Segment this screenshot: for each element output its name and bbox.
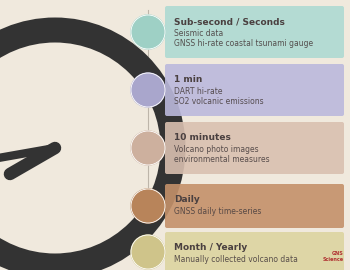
Text: SO2 volcanic emissions: SO2 volcanic emissions	[174, 97, 264, 106]
Text: Sub-second / Seconds: Sub-second / Seconds	[174, 18, 285, 26]
Text: GNSS daily time-series: GNSS daily time-series	[174, 208, 261, 217]
Text: 1 min: 1 min	[174, 76, 202, 85]
Text: DART hi-rate: DART hi-rate	[174, 87, 223, 96]
Text: GNS
Science: GNS Science	[323, 251, 344, 262]
Circle shape	[131, 73, 165, 107]
FancyBboxPatch shape	[165, 184, 344, 228]
Text: Month / Yearly: Month / Yearly	[174, 244, 247, 252]
Circle shape	[131, 235, 165, 269]
Text: Volcano photo images: Volcano photo images	[174, 146, 259, 154]
Text: Daily: Daily	[174, 195, 200, 204]
Text: Manually collected volcano data: Manually collected volcano data	[174, 255, 298, 265]
Circle shape	[51, 144, 59, 152]
FancyBboxPatch shape	[165, 232, 344, 270]
Text: Seismic data: Seismic data	[174, 29, 223, 39]
FancyBboxPatch shape	[165, 122, 344, 174]
Text: environmental measures: environmental measures	[174, 156, 270, 164]
Circle shape	[131, 189, 165, 223]
FancyBboxPatch shape	[165, 6, 344, 58]
Circle shape	[131, 131, 165, 165]
Text: 10 minutes: 10 minutes	[174, 133, 231, 143]
Text: GNSS hi-rate coastal tsunami gauge: GNSS hi-rate coastal tsunami gauge	[174, 39, 313, 49]
Circle shape	[131, 15, 165, 49]
FancyBboxPatch shape	[165, 64, 344, 116]
